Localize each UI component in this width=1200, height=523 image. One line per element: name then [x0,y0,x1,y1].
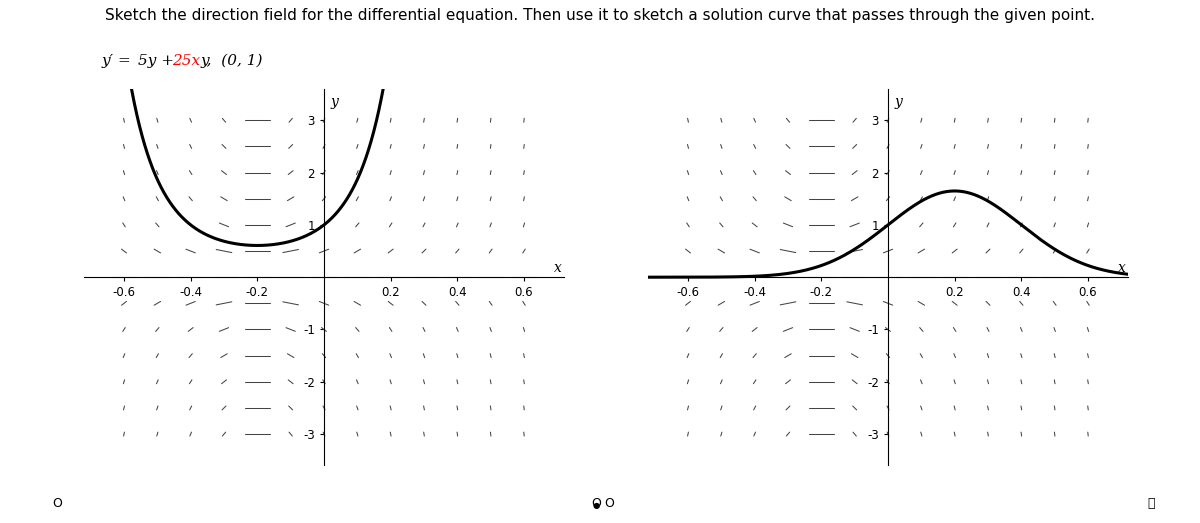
Text: ●: ● [593,501,600,510]
Text: O: O [605,497,614,510]
Text: O: O [592,497,601,510]
Text: y: y [895,95,902,109]
Text: ⓘ: ⓘ [1147,497,1154,510]
Text: O: O [53,497,62,510]
Text: 25x: 25x [172,54,199,68]
Text: x: x [553,260,562,275]
Text: x: x [1117,260,1126,275]
Text: 5y +: 5y + [138,54,179,68]
Text: y,  (0, 1): y, (0, 1) [200,53,263,68]
Text: Sketch the direction field for the differential equation. Then use it to sketch : Sketch the direction field for the diffe… [106,8,1096,23]
Text: y: y [331,95,338,109]
Text: y′ =: y′ = [102,54,137,68]
